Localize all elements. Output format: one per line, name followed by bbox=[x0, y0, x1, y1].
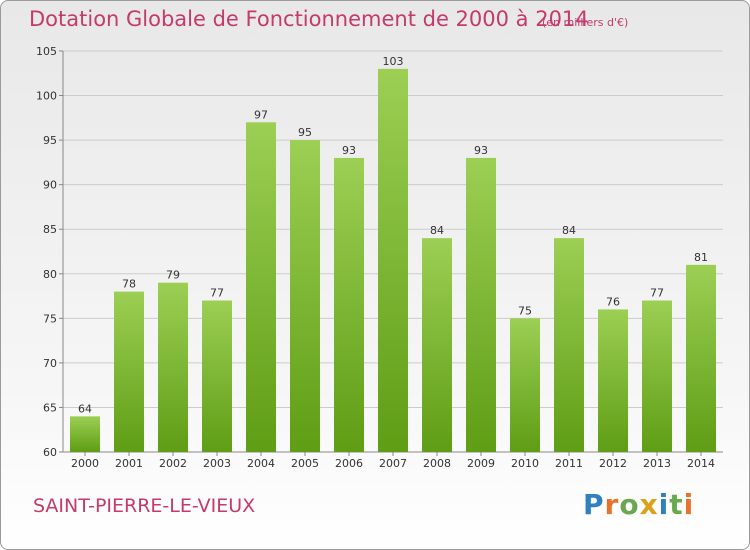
data-label: 81 bbox=[694, 251, 708, 264]
y-tick-label: 100 bbox=[36, 90, 57, 103]
data-label: 84 bbox=[562, 224, 576, 237]
bar bbox=[334, 157, 364, 452]
data-label: 97 bbox=[254, 108, 268, 121]
axes: 60 65 70 75 80 85 90 95 100 105 2000 2001 2002 2003 20… bbox=[36, 45, 723, 470]
x-tick-label: 2012 bbox=[599, 457, 627, 470]
y-tick-label: 60 bbox=[43, 446, 57, 459]
proxiti-logo: Proxiti bbox=[583, 488, 694, 521]
bar bbox=[642, 300, 672, 452]
bars bbox=[70, 68, 716, 453]
y-tick-label: 90 bbox=[43, 179, 57, 192]
x-tick-label: 2003 bbox=[203, 457, 231, 470]
data-label: 79 bbox=[166, 269, 180, 282]
y-tick-label: 65 bbox=[43, 401, 57, 414]
logo-letter: x bbox=[639, 488, 659, 521]
bar bbox=[70, 416, 100, 452]
logo-letter: i bbox=[658, 488, 670, 521]
bar bbox=[246, 122, 276, 453]
bar bbox=[554, 238, 584, 452]
x-tick-label: 2010 bbox=[511, 457, 539, 470]
data-label: 64 bbox=[78, 402, 92, 415]
x-tick-label: 2005 bbox=[291, 457, 319, 470]
x-tick-label: 2008 bbox=[423, 457, 451, 470]
data-label: 78 bbox=[122, 278, 136, 291]
chart-subtitle: (en milliers d'€) bbox=[542, 16, 629, 29]
x-tick-label: 2006 bbox=[335, 457, 363, 470]
x-tick-label: 2011 bbox=[555, 457, 583, 470]
data-label: 75 bbox=[518, 304, 532, 317]
y-tick-label: 85 bbox=[43, 223, 57, 236]
bar bbox=[378, 68, 408, 453]
x-tick-label: 2000 bbox=[71, 457, 99, 470]
x-tick-label: 2013 bbox=[643, 457, 671, 470]
x-tick-label: 2001 bbox=[115, 457, 143, 470]
y-tick-label: 70 bbox=[43, 357, 57, 370]
y-tick-label: 75 bbox=[43, 312, 57, 325]
commune-name: SAINT-PIERRE-LE-VIEUX bbox=[33, 495, 256, 517]
data-label: 95 bbox=[298, 126, 312, 139]
x-tick-label: 2007 bbox=[379, 457, 407, 470]
logo-letter: t bbox=[669, 488, 684, 521]
y-tick-label: 95 bbox=[43, 134, 57, 147]
data-label: 77 bbox=[650, 287, 664, 300]
bar bbox=[114, 291, 144, 452]
y-tick-label: 105 bbox=[36, 45, 57, 58]
logo-letter: r bbox=[604, 488, 620, 521]
bar bbox=[686, 264, 716, 452]
data-label: 93 bbox=[474, 144, 488, 157]
x-tick-label: 2014 bbox=[687, 457, 715, 470]
bar bbox=[422, 238, 452, 452]
bar bbox=[290, 140, 320, 452]
chart-title: Dotation Globale de Fonctionnement de 20… bbox=[29, 7, 589, 31]
data-label: 93 bbox=[342, 144, 356, 157]
data-label: 103 bbox=[383, 55, 404, 68]
data-label: 77 bbox=[210, 287, 224, 300]
bar bbox=[158, 282, 188, 452]
data-label: 76 bbox=[606, 295, 620, 308]
bar bbox=[598, 309, 628, 452]
logo-letter: i bbox=[683, 488, 695, 521]
data-label: 84 bbox=[430, 224, 444, 237]
x-tick-label: 2002 bbox=[159, 457, 187, 470]
bar bbox=[202, 300, 232, 452]
logo-letter: P bbox=[583, 488, 605, 521]
bar bbox=[466, 157, 496, 452]
bar bbox=[510, 318, 540, 452]
x-tick-label: 2004 bbox=[247, 457, 275, 470]
x-tick-label: 2009 bbox=[467, 457, 495, 470]
data-labels: 64 78 79 77 97 95 93 103 84 93 75 84 76 77 81 bbox=[78, 55, 708, 416]
logo-letter: o bbox=[619, 488, 640, 521]
y-tick-label: 80 bbox=[43, 268, 57, 281]
